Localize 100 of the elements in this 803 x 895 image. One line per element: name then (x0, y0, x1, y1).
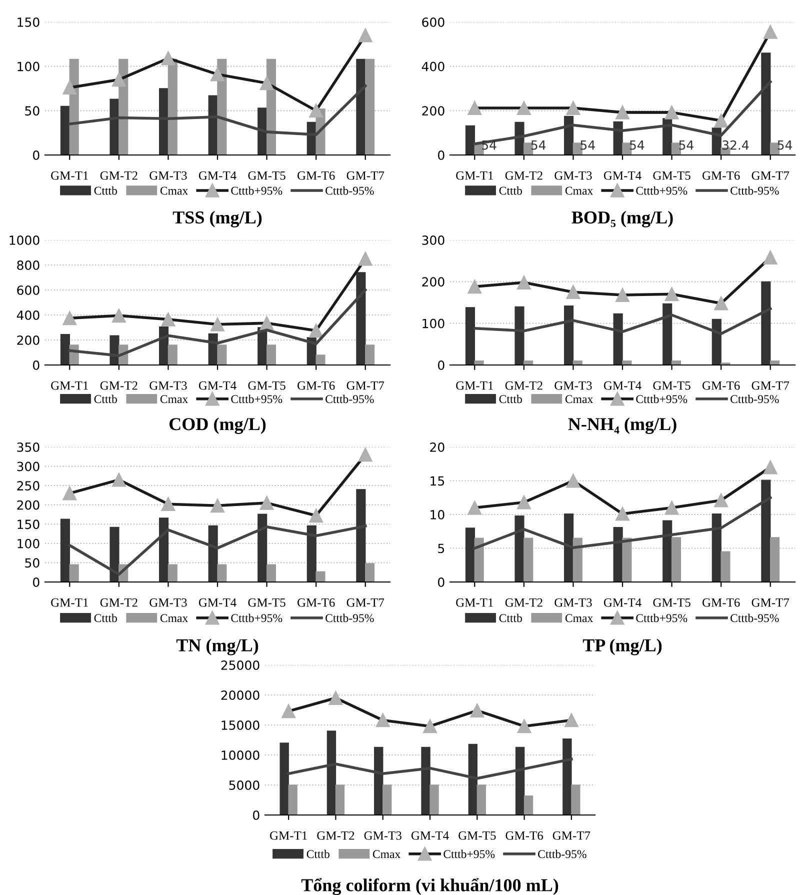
legend-label: Ctttb+95% (231, 186, 282, 195)
bar (258, 514, 268, 582)
bar (306, 525, 316, 582)
bar (476, 784, 486, 815)
x-tick-label: GM-T7 (346, 381, 384, 390)
x-tick-label: GM-T4 (604, 598, 642, 607)
y-tick-label: 0 (253, 810, 260, 820)
bar (524, 795, 534, 815)
bar (356, 272, 366, 365)
bar (266, 344, 276, 365)
x-tick-label: GM-T6 (297, 381, 335, 390)
legend-label: Ctttb+95% (636, 186, 688, 195)
y-tick-label: 400 (422, 62, 444, 72)
x-tick-label: GM-T4 (198, 598, 236, 607)
legend-label: Ctttb-95% (326, 614, 374, 622)
bar (374, 746, 384, 815)
data-label: 54 (630, 140, 644, 150)
x-tick-label: GM-T5 (248, 171, 286, 180)
y-tick-label: 0 (33, 360, 40, 370)
x-tick-label: GM-T2 (505, 171, 542, 180)
x-tick-label: GM-T7 (346, 598, 384, 607)
y-tick-label: 20 (430, 442, 444, 452)
legend-label: Ctttb+95% (231, 394, 282, 404)
bar (465, 528, 475, 582)
legend-label: Ctttb (499, 394, 522, 404)
y-tick-label: 600 (17, 285, 40, 295)
y-tick-label: 800 (17, 260, 40, 270)
legend-label: Ctttb+95% (636, 614, 688, 622)
text: BOD₅ (mg/L) (572, 210, 673, 228)
bar (562, 738, 572, 815)
bar (365, 563, 375, 582)
bar (217, 344, 227, 365)
bar (208, 525, 218, 582)
line-series (68, 84, 367, 136)
y-tick-label: 600 (422, 17, 444, 27)
x-tick-label: GM-T2 (100, 598, 138, 607)
bar (761, 480, 771, 582)
bar (60, 334, 70, 365)
legend-label: Ctttb-95% (730, 614, 779, 622)
y-tick-label: 200 (17, 335, 40, 345)
bar (662, 520, 672, 582)
legend-label: Ctttb (499, 614, 522, 622)
y-tick-label: 1000 (10, 235, 40, 245)
legend-label: Cmax (565, 186, 593, 195)
bar (266, 564, 276, 582)
bar (69, 564, 79, 582)
bar (465, 307, 475, 365)
x-tick-label: GM-T3 (150, 381, 187, 390)
legend-label: Ctttb+95% (444, 850, 495, 858)
x-tick-label: GM-T7 (752, 598, 790, 607)
x-tick-label: GM-T7 (752, 171, 790, 180)
text: TSS (mg/L) (172, 210, 262, 228)
x-tick-label: GM-T6 (702, 171, 740, 180)
x-tick-label: GM-T6 (702, 598, 740, 607)
y-tick-label: 5 (438, 544, 444, 554)
bar (168, 58, 178, 155)
data-label: 54 (778, 140, 792, 150)
text: TN (mg/L) (176, 638, 258, 656)
y-tick-label: 150 (18, 17, 40, 27)
line-series (473, 496, 772, 550)
bar (524, 538, 534, 582)
y-tick-label: 250 (17, 481, 40, 490)
y-tick-label: 100 (422, 318, 444, 328)
bar (514, 122, 524, 155)
bar (158, 518, 169, 582)
y-tick-label: 50 (25, 106, 40, 116)
y-tick-label: 0 (33, 150, 40, 160)
line-series (473, 307, 772, 336)
y-tick-label: 0 (33, 577, 40, 587)
bar (365, 58, 375, 155)
legend-label: Ctttb-95% (730, 186, 779, 195)
line-series (68, 288, 367, 358)
data-label: 54 (482, 140, 496, 150)
bar (465, 125, 475, 155)
legend-label: Cmax (160, 395, 188, 404)
bar (514, 516, 524, 582)
bar (326, 730, 336, 815)
bar (515, 746, 525, 815)
bar (662, 303, 672, 365)
data-label: 54 (531, 140, 546, 150)
legend-label: Ctttb (94, 614, 117, 622)
x-tick-label: GM-T1 (51, 171, 88, 180)
x-tick-label: GM-T3 (554, 598, 592, 607)
y-tick-label: 100 (18, 62, 40, 72)
bar (280, 742, 289, 815)
bar (572, 142, 582, 155)
x-tick-label: GM-T3 (554, 171, 592, 180)
x-tick-label: GM-T6 (702, 381, 740, 390)
y-tick-label: 5000 (229, 780, 260, 790)
y-tick-label: 0 (438, 150, 444, 160)
bar (168, 564, 178, 582)
bar (468, 744, 478, 815)
text: Tổng coliform (vi khuẩn/100 mL) (301, 878, 558, 895)
text: N-NH₄ (mg/L) (568, 418, 676, 434)
legend-label: Ctttb-95% (538, 850, 586, 858)
x-tick-label: GM-T7 (752, 381, 790, 390)
y-tick-label: 10 (430, 510, 444, 520)
x-tick-label: GM-T4 (604, 381, 642, 390)
x-tick-label: GM-T6 (297, 598, 335, 607)
bar (474, 538, 484, 582)
